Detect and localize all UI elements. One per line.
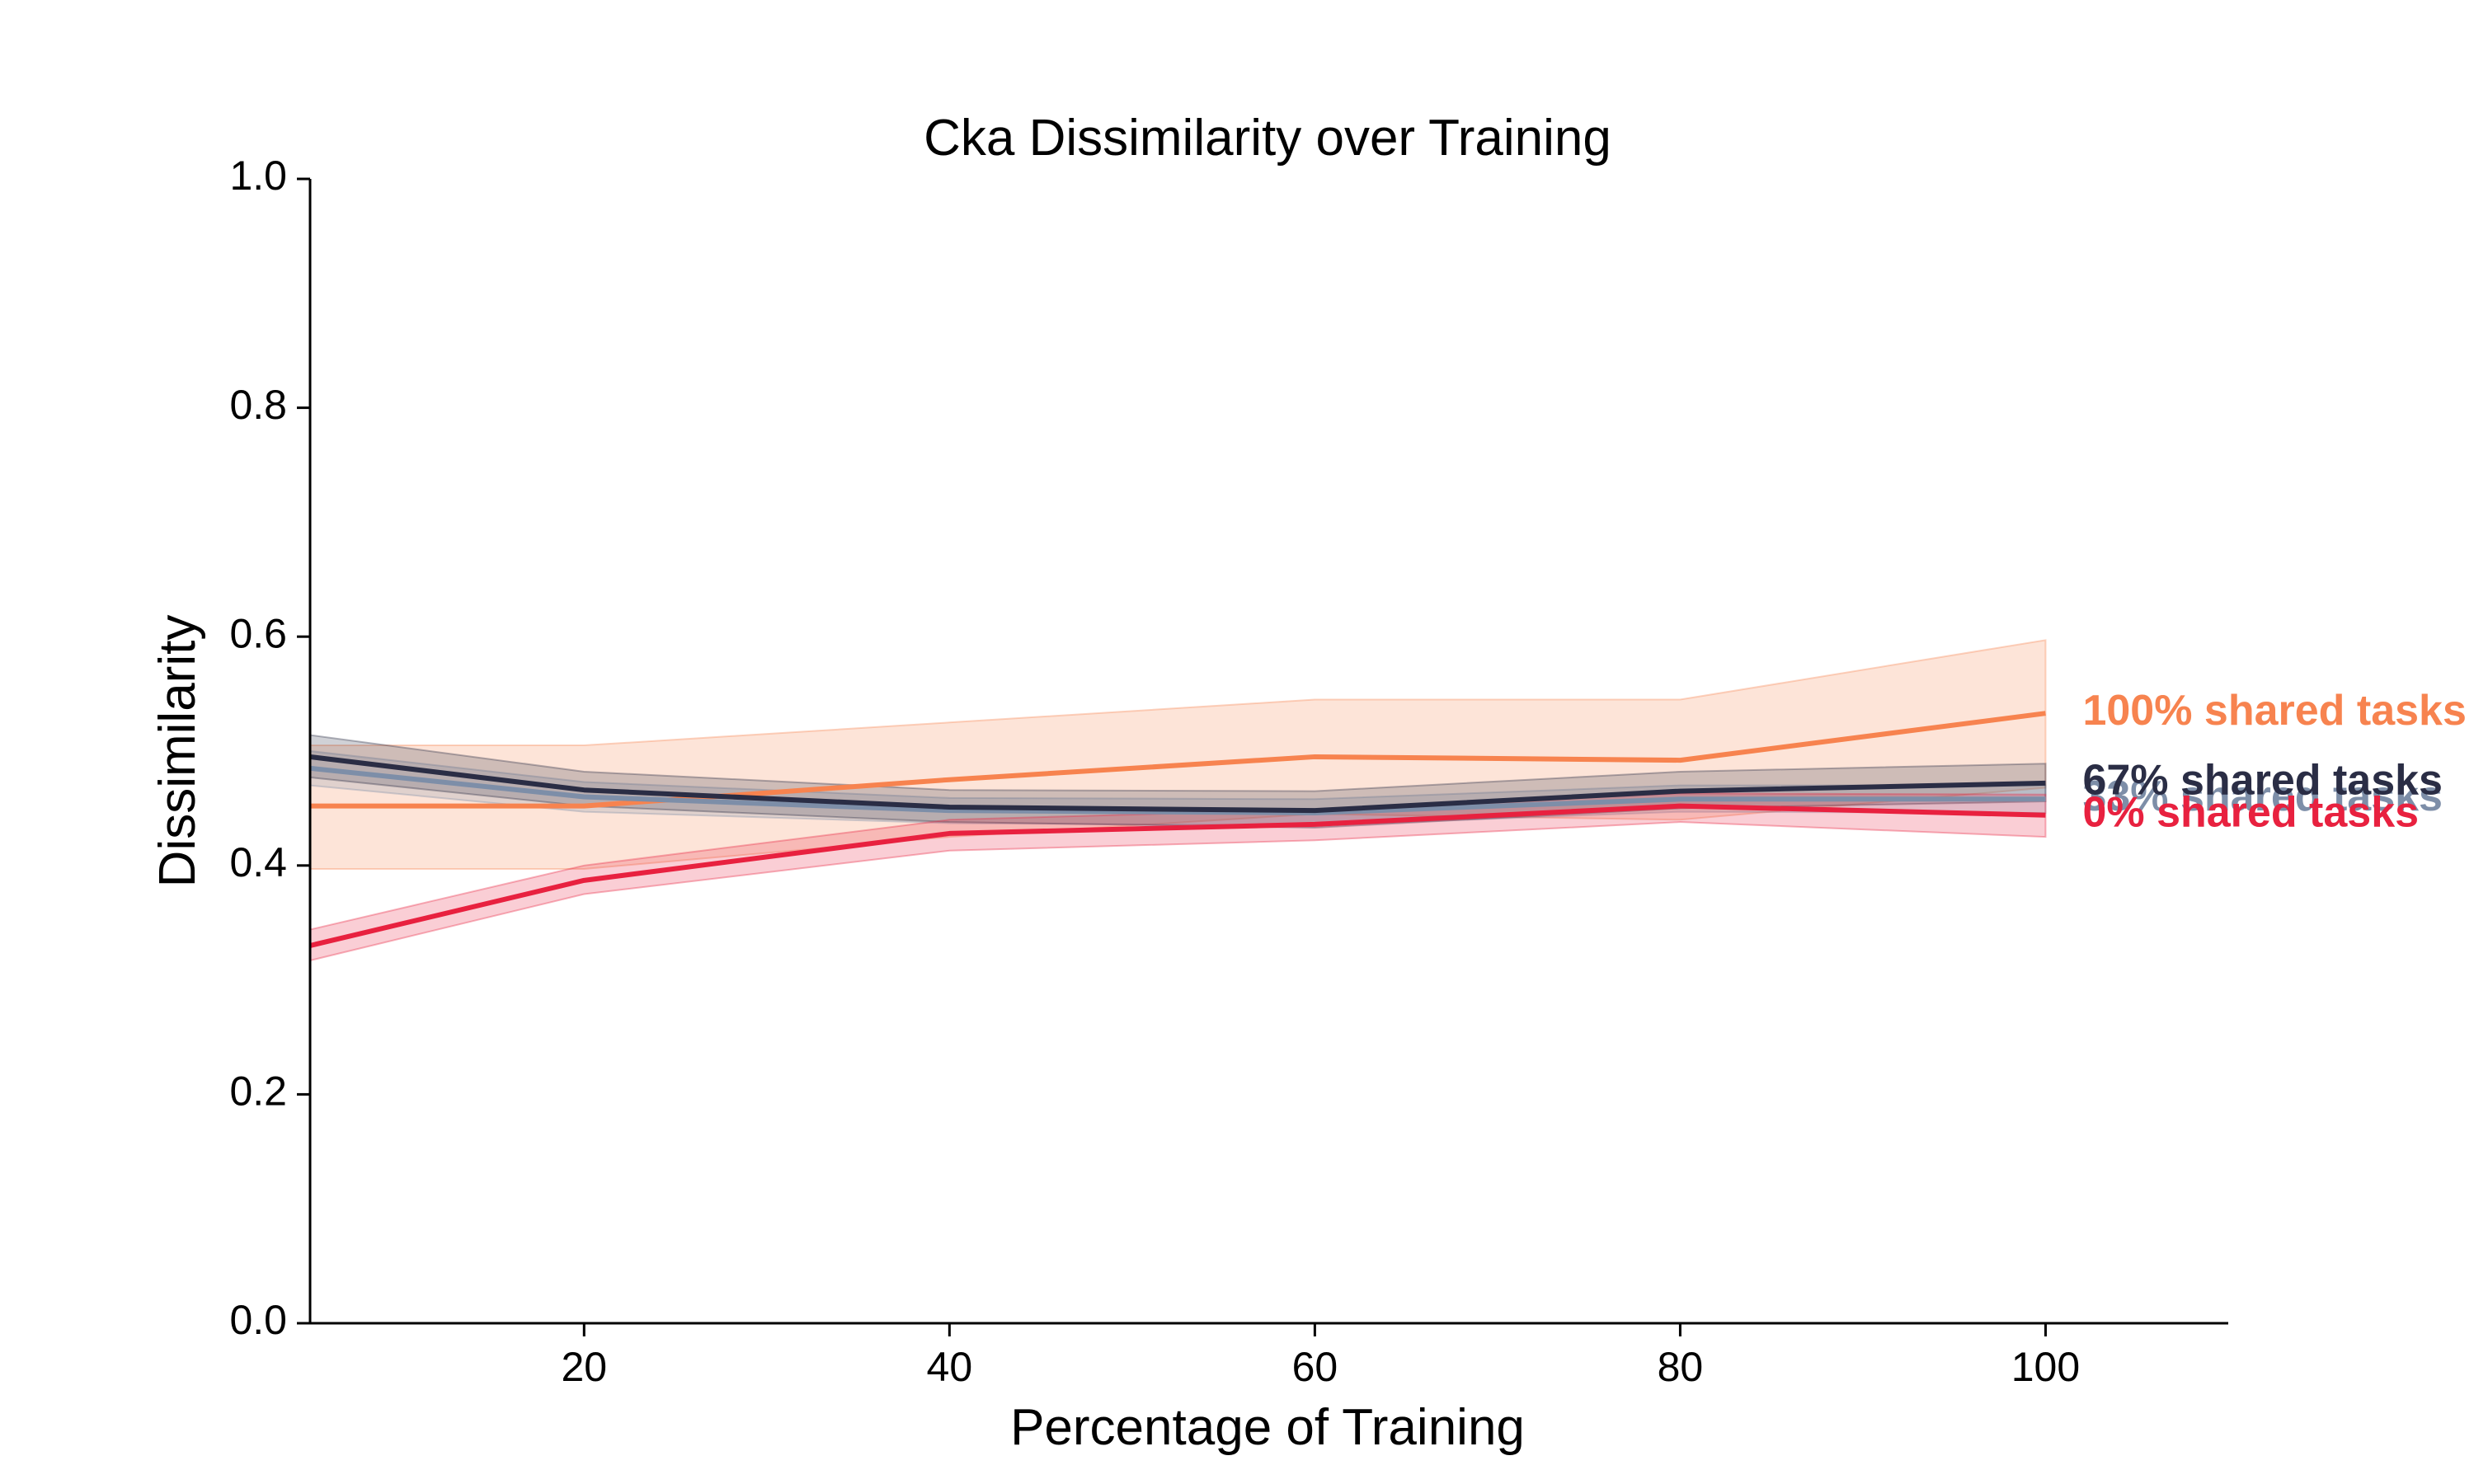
y-tick-label: 0.4 <box>229 839 287 885</box>
label-0pct-shared-tasks: 0% shared tasks <box>2082 788 2419 836</box>
label-33pct-shared-tasks: 33% shared tasks <box>2082 773 2443 820</box>
line-0pct-shared-tasks <box>309 803 2046 948</box>
x-tick-label: 100 <box>2011 1344 2080 1390</box>
line-100pct-shared-tasks <box>310 711 2046 809</box>
axes <box>308 179 2228 1325</box>
y-ticks: 0.0 0.2 0.4 0.6 0.8 1.0 <box>229 153 310 1343</box>
line-67pct-shared-tasks <box>309 754 2046 814</box>
y-tick-label: 0.2 <box>229 1068 287 1115</box>
x-tick-label: 80 <box>1658 1344 1704 1390</box>
chart-title: Cka Dissimilarity over Training <box>924 110 1611 167</box>
x-tick-label: 60 <box>1292 1344 1338 1390</box>
x-axis-label: Percentage of Training <box>1010 1399 1525 1456</box>
x-ticks: 20 40 60 80 100 <box>561 1323 2080 1390</box>
y-tick-label: 0.6 <box>229 610 287 656</box>
y-tick-label: 1.0 <box>229 153 287 199</box>
label-67pct-shared-tasks: 67% shared tasks <box>2082 757 2443 805</box>
label-100pct-shared-tasks: 100% shared tasks <box>2082 687 2466 735</box>
y-axis-label: Dissimilarity <box>149 615 206 888</box>
series-lines <box>309 711 2046 948</box>
y-tick-label: 0.0 <box>229 1297 287 1343</box>
x-tick-label: 40 <box>927 1344 973 1390</box>
x-tick-label: 20 <box>561 1344 607 1390</box>
line-33pct-shared-tasks <box>309 765 2046 815</box>
y-tick-label: 0.8 <box>229 382 287 428</box>
